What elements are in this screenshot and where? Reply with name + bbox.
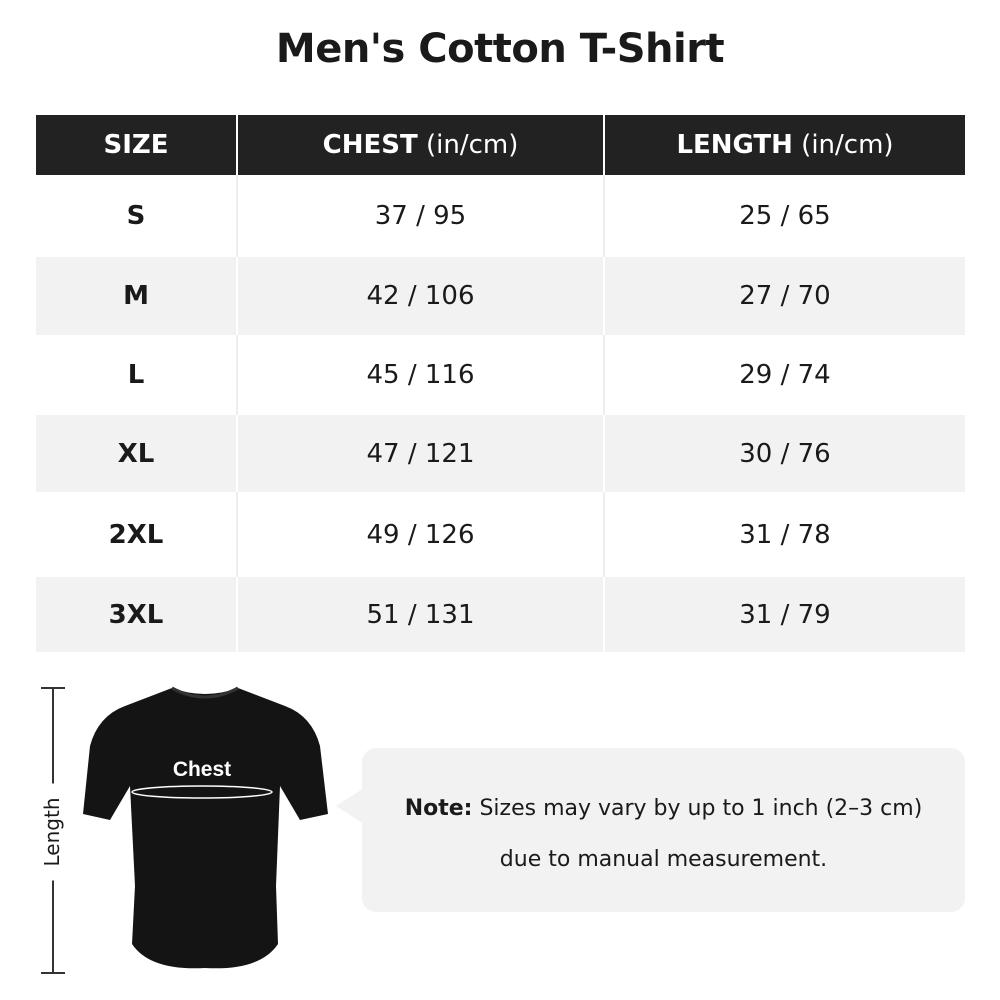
chest-label: Chest (173, 758, 231, 781)
length-label: Length (40, 783, 64, 881)
length-cell: 29 / 74 (603, 335, 965, 415)
table-header-row: SIZE CHEST (in/cm) LENGTH (in/cm) (36, 115, 965, 175)
table-row: L 45 / 116 29 / 74 (36, 335, 965, 415)
table-row: S 37 / 95 25 / 65 (36, 175, 965, 257)
length-cell: 31 / 79 (603, 577, 965, 652)
chest-cell: 42 / 106 (236, 257, 604, 335)
chest-cell: 47 / 121 (236, 415, 604, 492)
size-cell: 2XL (36, 492, 237, 577)
length-tick-bottom (41, 972, 65, 974)
chest-cell: 49 / 126 (236, 492, 604, 577)
length-cell: 30 / 76 (603, 415, 965, 492)
header-unit: (in/cm) (792, 130, 894, 160)
header-label: SIZE (103, 130, 169, 160)
note-prefix: Note: (404, 796, 473, 821)
chest-cell: 37 / 95 (236, 175, 604, 257)
header-label: LENGTH (676, 130, 793, 160)
tshirt-body (83, 688, 328, 969)
table-row: M 42 / 106 27 / 70 (36, 257, 965, 335)
page-title: Men's Cotton T-Shirt (275, 26, 725, 72)
note-text: Sizes may vary by up to 1 inch (2–3 cm) (472, 796, 923, 821)
table-row: 3XL 51 / 131 31 / 79 (36, 577, 965, 652)
note-box: Note: Sizes may vary by up to 1 inch (2–… (362, 748, 965, 912)
table-row: XL 47 / 121 30 / 76 (36, 415, 965, 492)
size-cell: L (36, 335, 237, 415)
length-cell: 31 / 78 (603, 492, 965, 577)
chest-measure-ellipse (131, 785, 273, 799)
length-tick-top (41, 687, 65, 689)
header-chest: CHEST (in/cm) (236, 115, 604, 175)
size-cell: M (36, 257, 237, 335)
size-cell: S (36, 175, 237, 257)
length-cell: 27 / 70 (603, 257, 965, 335)
size-cell: XL (36, 415, 237, 492)
chest-cell: 51 / 131 (236, 577, 604, 652)
header-unit: (in/cm) (417, 130, 519, 160)
size-cell: 3XL (36, 577, 237, 652)
table-row: 2XL 49 / 126 31 / 78 (36, 492, 965, 577)
length-cell: 25 / 65 (603, 175, 965, 257)
collar (171, 686, 239, 699)
note-line-2: due to manual measurement. (499, 847, 828, 872)
note-line-1: Note: Sizes may vary by up to 1 inch (2–… (362, 796, 965, 821)
header-length: LENGTH (in/cm) (603, 115, 965, 175)
header-label: CHEST (322, 130, 418, 160)
tshirt-image: Chest (83, 686, 328, 969)
note-pointer (336, 788, 364, 824)
size-chart-table: SIZE CHEST (in/cm) LENGTH (in/cm) S 37 / … (36, 115, 965, 652)
chest-cell: 45 / 116 (236, 335, 604, 415)
header-size: SIZE (36, 115, 237, 175)
